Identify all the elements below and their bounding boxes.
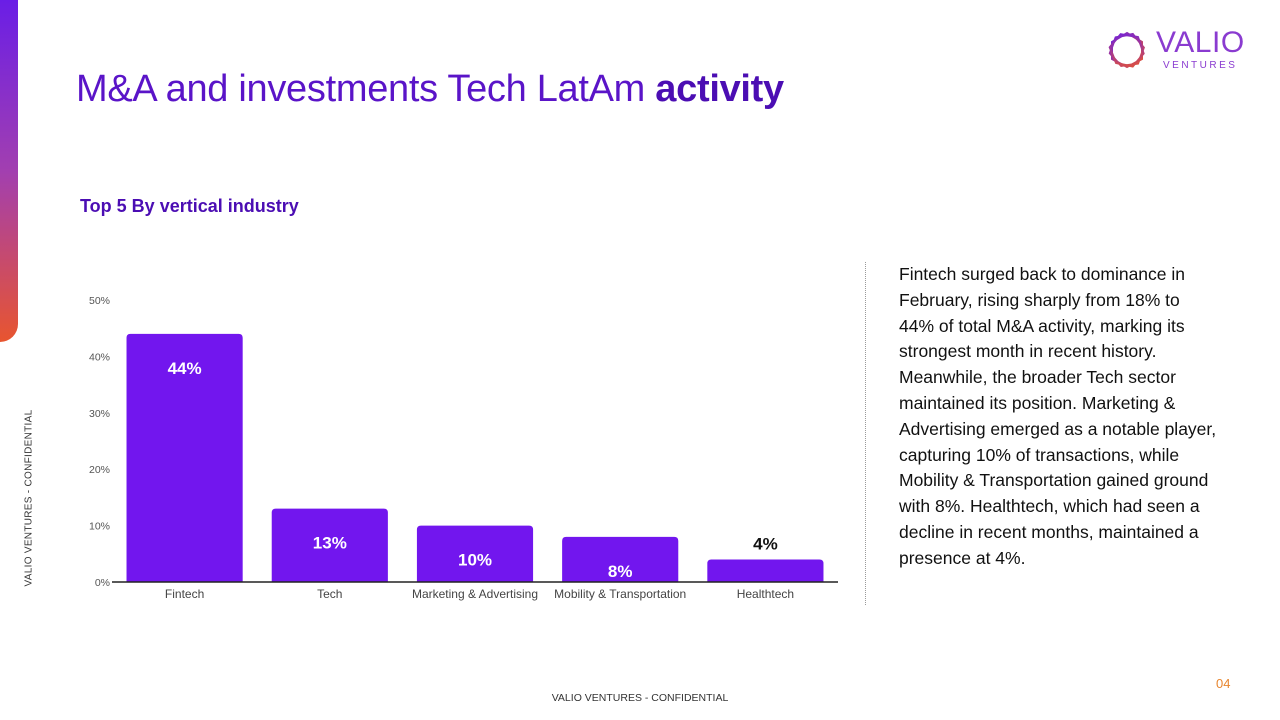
valio-logo-icon bbox=[1108, 31, 1145, 69]
bar bbox=[562, 536, 679, 582]
page-number: 04 bbox=[1216, 676, 1231, 691]
y-tick-label: 20% bbox=[89, 464, 110, 476]
data-label: 4% bbox=[753, 534, 778, 553]
subtitle-regular: Top 5 By bbox=[80, 196, 160, 216]
x-tick-label: Fintech bbox=[165, 587, 204, 601]
logo-wordmark: VALIO bbox=[1156, 26, 1245, 59]
data-label: 8% bbox=[608, 562, 633, 581]
y-tick-label: 40% bbox=[89, 351, 110, 363]
vertical-divider bbox=[865, 262, 866, 605]
x-tick-label: Marketing & Advertising bbox=[412, 587, 538, 601]
bar bbox=[416, 525, 534, 582]
footer-confidential: VALIO VENTURES - CONFIDENTIAL bbox=[551, 692, 729, 704]
y-tick-label: 50% bbox=[89, 295, 110, 307]
chart-description: Fintech surged back to dominance in Febr… bbox=[899, 264, 1217, 568]
x-tick-label: Mobility & Transportation bbox=[554, 587, 686, 601]
bar bbox=[707, 559, 824, 582]
page-title: M&A and investments Tech LatAm activity bbox=[76, 68, 784, 111]
x-tick-label: Healthtech bbox=[737, 587, 794, 601]
side-confidential-label: VALIO VENTURES - CONFIDENTIAL bbox=[23, 409, 35, 587]
subtitle-bold: vertical industry bbox=[159, 196, 299, 216]
logo-subwordmark: VENTURES bbox=[1163, 60, 1238, 71]
data-label: 44% bbox=[168, 359, 202, 378]
title-bold: activity bbox=[655, 68, 784, 110]
data-label: 10% bbox=[458, 551, 492, 570]
y-tick-label: 30% bbox=[89, 408, 110, 420]
x-tick-label: Tech bbox=[317, 587, 342, 601]
y-tick-label: 10% bbox=[89, 521, 110, 533]
chart-subtitle: Top 5 By vertical industry bbox=[80, 196, 299, 217]
y-tick-label: 0% bbox=[95, 577, 110, 589]
data-label: 13% bbox=[313, 534, 347, 553]
bar bbox=[126, 333, 243, 582]
bar-chart: 0% 10% 20% 30% 40% 50% 44% Fintech 13% Tech 10% Mar… bbox=[89, 295, 838, 601]
title-regular: M&A and investments Tech LatAm bbox=[76, 68, 656, 110]
bar bbox=[271, 508, 388, 582]
side-accent-bar bbox=[0, 0, 18, 342]
